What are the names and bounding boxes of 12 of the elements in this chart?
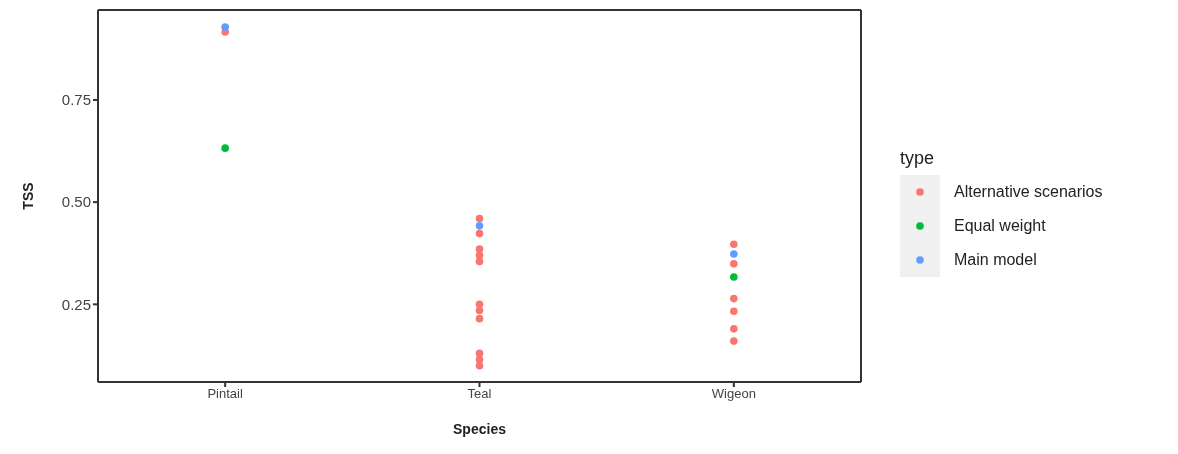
legend-title: type [900,148,936,169]
y-tick-label: 0.25 [61,295,91,313]
legend-label: Alternative scenarios [954,183,1103,201]
legend-label: Main model [954,251,1037,269]
y-tick-label: 0.50 [61,193,91,211]
x-tick-label: Teal [467,386,492,402]
legend-label: Equal weight [954,217,1046,235]
y-axis-title: TSS [19,182,36,210]
x-tick-label: Pintail [207,386,243,402]
x-tick-label: Wigeon [711,386,756,402]
x-axis-title: Species [453,421,507,437]
y-tick-label: 0.75 [61,91,91,109]
